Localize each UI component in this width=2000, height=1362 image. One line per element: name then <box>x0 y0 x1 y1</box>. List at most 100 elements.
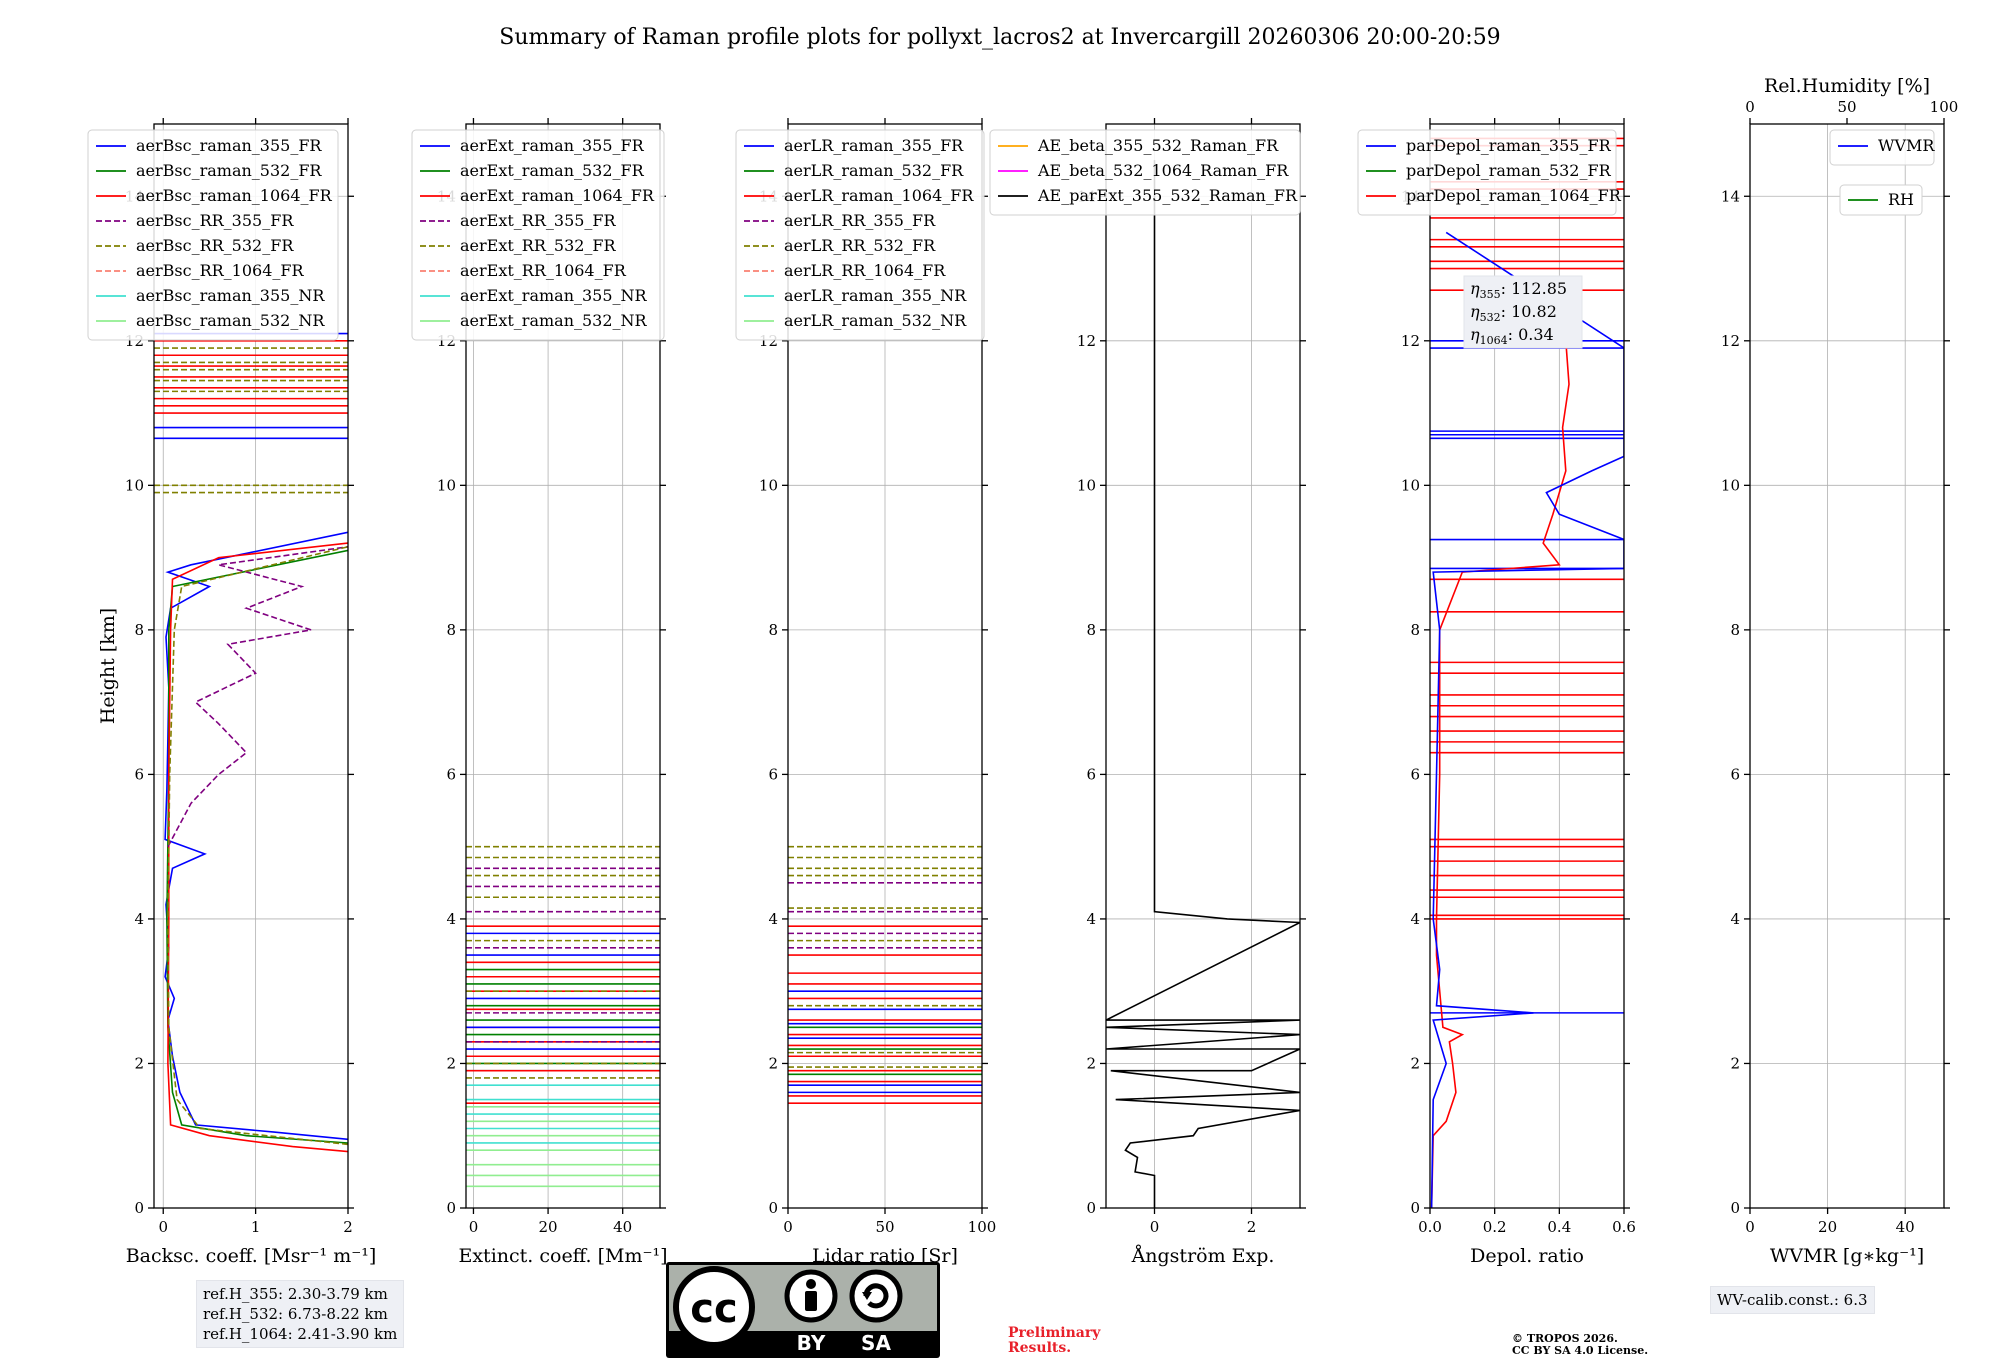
xtick-label-2: 2 <box>343 1218 353 1236</box>
ytick-label-0: 0 <box>1730 1199 1740 1217</box>
series-parDepol_raman_355_FR <box>1430 231 1624 1208</box>
x-axis-label: Extinct. coeff. [Mm⁻¹] <box>458 1245 667 1267</box>
series-aerBsc_raman_355_FR <box>164 531 348 1141</box>
ytick-label-6: 6 <box>1410 765 1420 783</box>
cc-icon <box>673 1266 755 1348</box>
legend-frame <box>989 129 1301 216</box>
xtick-label-0: 0 <box>1745 1218 1755 1236</box>
legend-label-parDepol_raman_1064_FR: parDepol_raman_1064_FR <box>1406 186 1622 205</box>
legend-label-aerLR_RR_532_FR: aerLR_RR_532_FR <box>784 236 936 255</box>
x-axis-label: Ångström Exp. <box>1131 1245 1275 1267</box>
ytick-label-8: 8 <box>1086 621 1096 639</box>
series-aerBsc_RR_532_FR <box>167 546 348 1146</box>
legend-frame <box>1357 129 1617 216</box>
ytick-label-12: 12 <box>1077 332 1096 350</box>
legend-label-aerExt_RR_355_FR: aerExt_RR_355_FR <box>460 211 617 230</box>
ytick-label-10: 10 <box>1077 476 1096 494</box>
x-axis-label: Depol. ratio <box>1470 1245 1584 1267</box>
legend-label-WVMR: WVMR <box>1878 136 1935 155</box>
xtick-label-0.6: 0.6 <box>1612 1218 1636 1236</box>
legend-label-aerExt_RR_1064_FR: aerExt_RR_1064_FR <box>460 261 627 280</box>
legend-frame <box>87 129 339 341</box>
top-xtick-label-50: 50 <box>1837 98 1856 116</box>
ytick-label-10: 10 <box>437 476 456 494</box>
legend-label-aerBsc_RR_1064_FR: aerBsc_RR_1064_FR <box>136 261 305 280</box>
xtick-label-0.2: 0.2 <box>1483 1218 1507 1236</box>
ytick-label-6: 6 <box>768 765 778 783</box>
ytick-label-0: 0 <box>134 1199 144 1217</box>
ytick-label-2: 2 <box>768 1054 778 1072</box>
copyright-line-1: © TROPOS 2026. <box>1512 1332 1618 1345</box>
copyright-line-2: CC BY SA 4.0 License. <box>1512 1344 1649 1357</box>
xtick-label-0.0: 0.0 <box>1418 1218 1442 1236</box>
legend-label-aerExt_raman_532_NR: aerExt_raman_532_NR <box>460 311 648 330</box>
preliminary-line-1: Preliminary <box>1008 1325 1101 1341</box>
panel-extinction: 0246810121402040Extinct. coeff. [Mm⁻¹]ae… <box>411 118 668 1267</box>
axes-frame <box>465 123 661 1209</box>
ytick-label-4: 4 <box>1086 910 1096 928</box>
ref-height-1064: ref.H_1064: 2.41-3.90 km <box>203 1325 398 1343</box>
legend-frame <box>1829 129 1935 166</box>
xtick-label-50: 50 <box>875 1218 894 1236</box>
eta-box-frame <box>1463 275 1583 349</box>
sa-label: SA <box>861 1331 891 1355</box>
axes-frame <box>1429 123 1625 1209</box>
data-angstrom <box>1106 160 1300 1208</box>
panel-water_vapor: 0 2 4 6 8 10 12 14 0 20 40 WVMR [g∗kg⁻¹] 0 50 100Rel.H… <box>1721 75 1958 1267</box>
ytick-label-2: 2 <box>1086 1054 1096 1072</box>
data-depolarization <box>1430 137 1624 1208</box>
eta-532: η532: 10.82 <box>1470 302 1557 324</box>
panel-angstrom: 0246810121402Ångström Exp.AE_beta_355_53… <box>989 118 1306 1267</box>
legend-label-aerBsc_RR_355_FR: aerBsc_RR_355_FR <box>136 211 294 230</box>
legend-water_vapor: WVMR RH <box>1829 129 1935 216</box>
axes-frame <box>153 123 349 1209</box>
wv-calib-const: WV-calib.const.: 6.3 <box>1717 1291 1868 1309</box>
data-extinction <box>466 845 660 1188</box>
cc-logo-text: cc <box>690 1286 737 1332</box>
top-xtick-label-0: 0 <box>1745 98 1755 116</box>
reference-height-box: ref.H_355: 2.30-3.79 km ref.H_532: 6.73-… <box>196 1280 405 1348</box>
figure-title: Summary of Raman profile plots for polly… <box>499 25 1500 50</box>
legend-label-aerBsc_RR_532_FR: aerBsc_RR_532_FR <box>136 236 294 255</box>
ytick-label-8: 8 <box>134 621 144 639</box>
legend-label-aerBsc_raman_532_NR: aerBsc_raman_532_NR <box>136 311 325 330</box>
eta-355: η355: 112.85 <box>1470 279 1567 301</box>
x-axis-label: Lidar ratio [Sr] <box>812 1245 958 1267</box>
legend-label-aerLR_raman_532_FR: aerLR_raman_532_FR <box>784 161 964 180</box>
ytick-label-10: 10 <box>1401 476 1420 494</box>
eta-1064: η1064: 0.34 <box>1470 325 1554 347</box>
panels: 02468101214012Backsc. coeff. [Msr⁻¹ m⁻¹]… <box>87 75 1958 1267</box>
ytick-label-12: 12 <box>1401 332 1420 350</box>
legend-label-aerBsc_raman_532_FR: aerBsc_raman_532_FR <box>136 161 322 180</box>
data-backscatter <box>154 332 348 1153</box>
panel-backscatter: 02468101214012Backsc. coeff. [Msr⁻¹ m⁻¹]… <box>87 118 376 1267</box>
ytick-label-4: 4 <box>1730 910 1740 928</box>
series-aerBsc_raman_532_FR <box>166 549 348 1144</box>
legend-angstrom: AE_beta_355_532_Raman_FR AE_beta_532_1064… <box>989 129 1301 216</box>
legend-frame <box>411 129 665 341</box>
ytick-label-2: 2 <box>446 1054 456 1072</box>
y-axis-label: Height [km] <box>97 608 119 724</box>
axes-frame <box>1105 123 1301 1209</box>
legend-label-aerLR_raman_1064_FR: aerLR_raman_1064_FR <box>784 186 974 205</box>
legend-label-aerExt_RR_532_FR: aerExt_RR_532_FR <box>460 236 617 255</box>
ytick-label-8: 8 <box>1730 621 1740 639</box>
legend-label-RH: RH <box>1888 190 1914 209</box>
ytick-label-10: 10 <box>759 476 778 494</box>
ytick-label-4: 4 <box>446 910 456 928</box>
xtick-label-2: 2 <box>1247 1218 1257 1236</box>
legend-label-aerExt_raman_355_NR: aerExt_raman_355_NR <box>460 286 648 305</box>
legend-label-aerLR_raman_355_NR: aerLR_raman_355_NR <box>784 286 967 305</box>
legend-frame <box>735 129 985 341</box>
ytick-label-0: 0 <box>1410 1199 1420 1217</box>
x-axis-label: WVMR [g∗kg⁻¹] <box>1770 1245 1924 1267</box>
series-aerBsc_RR_355_FR <box>167 546 348 848</box>
legend-label-AE_beta_532_1064_Raman_FR: AE_beta_532_1064_Raman_FR <box>1037 161 1289 180</box>
legend-label-AE_beta_355_532_Raman_FR: AE_beta_355_532_Raman_FR <box>1037 136 1279 155</box>
ytick-label-10: 10 <box>1721 476 1740 494</box>
ytick-label-8: 8 <box>1410 621 1420 639</box>
xtick-label-0: 0 <box>469 1218 479 1236</box>
series-AE_parExt_355_532_Raman_FR <box>1106 160 1300 1208</box>
ytick-label-8: 8 <box>768 621 778 639</box>
